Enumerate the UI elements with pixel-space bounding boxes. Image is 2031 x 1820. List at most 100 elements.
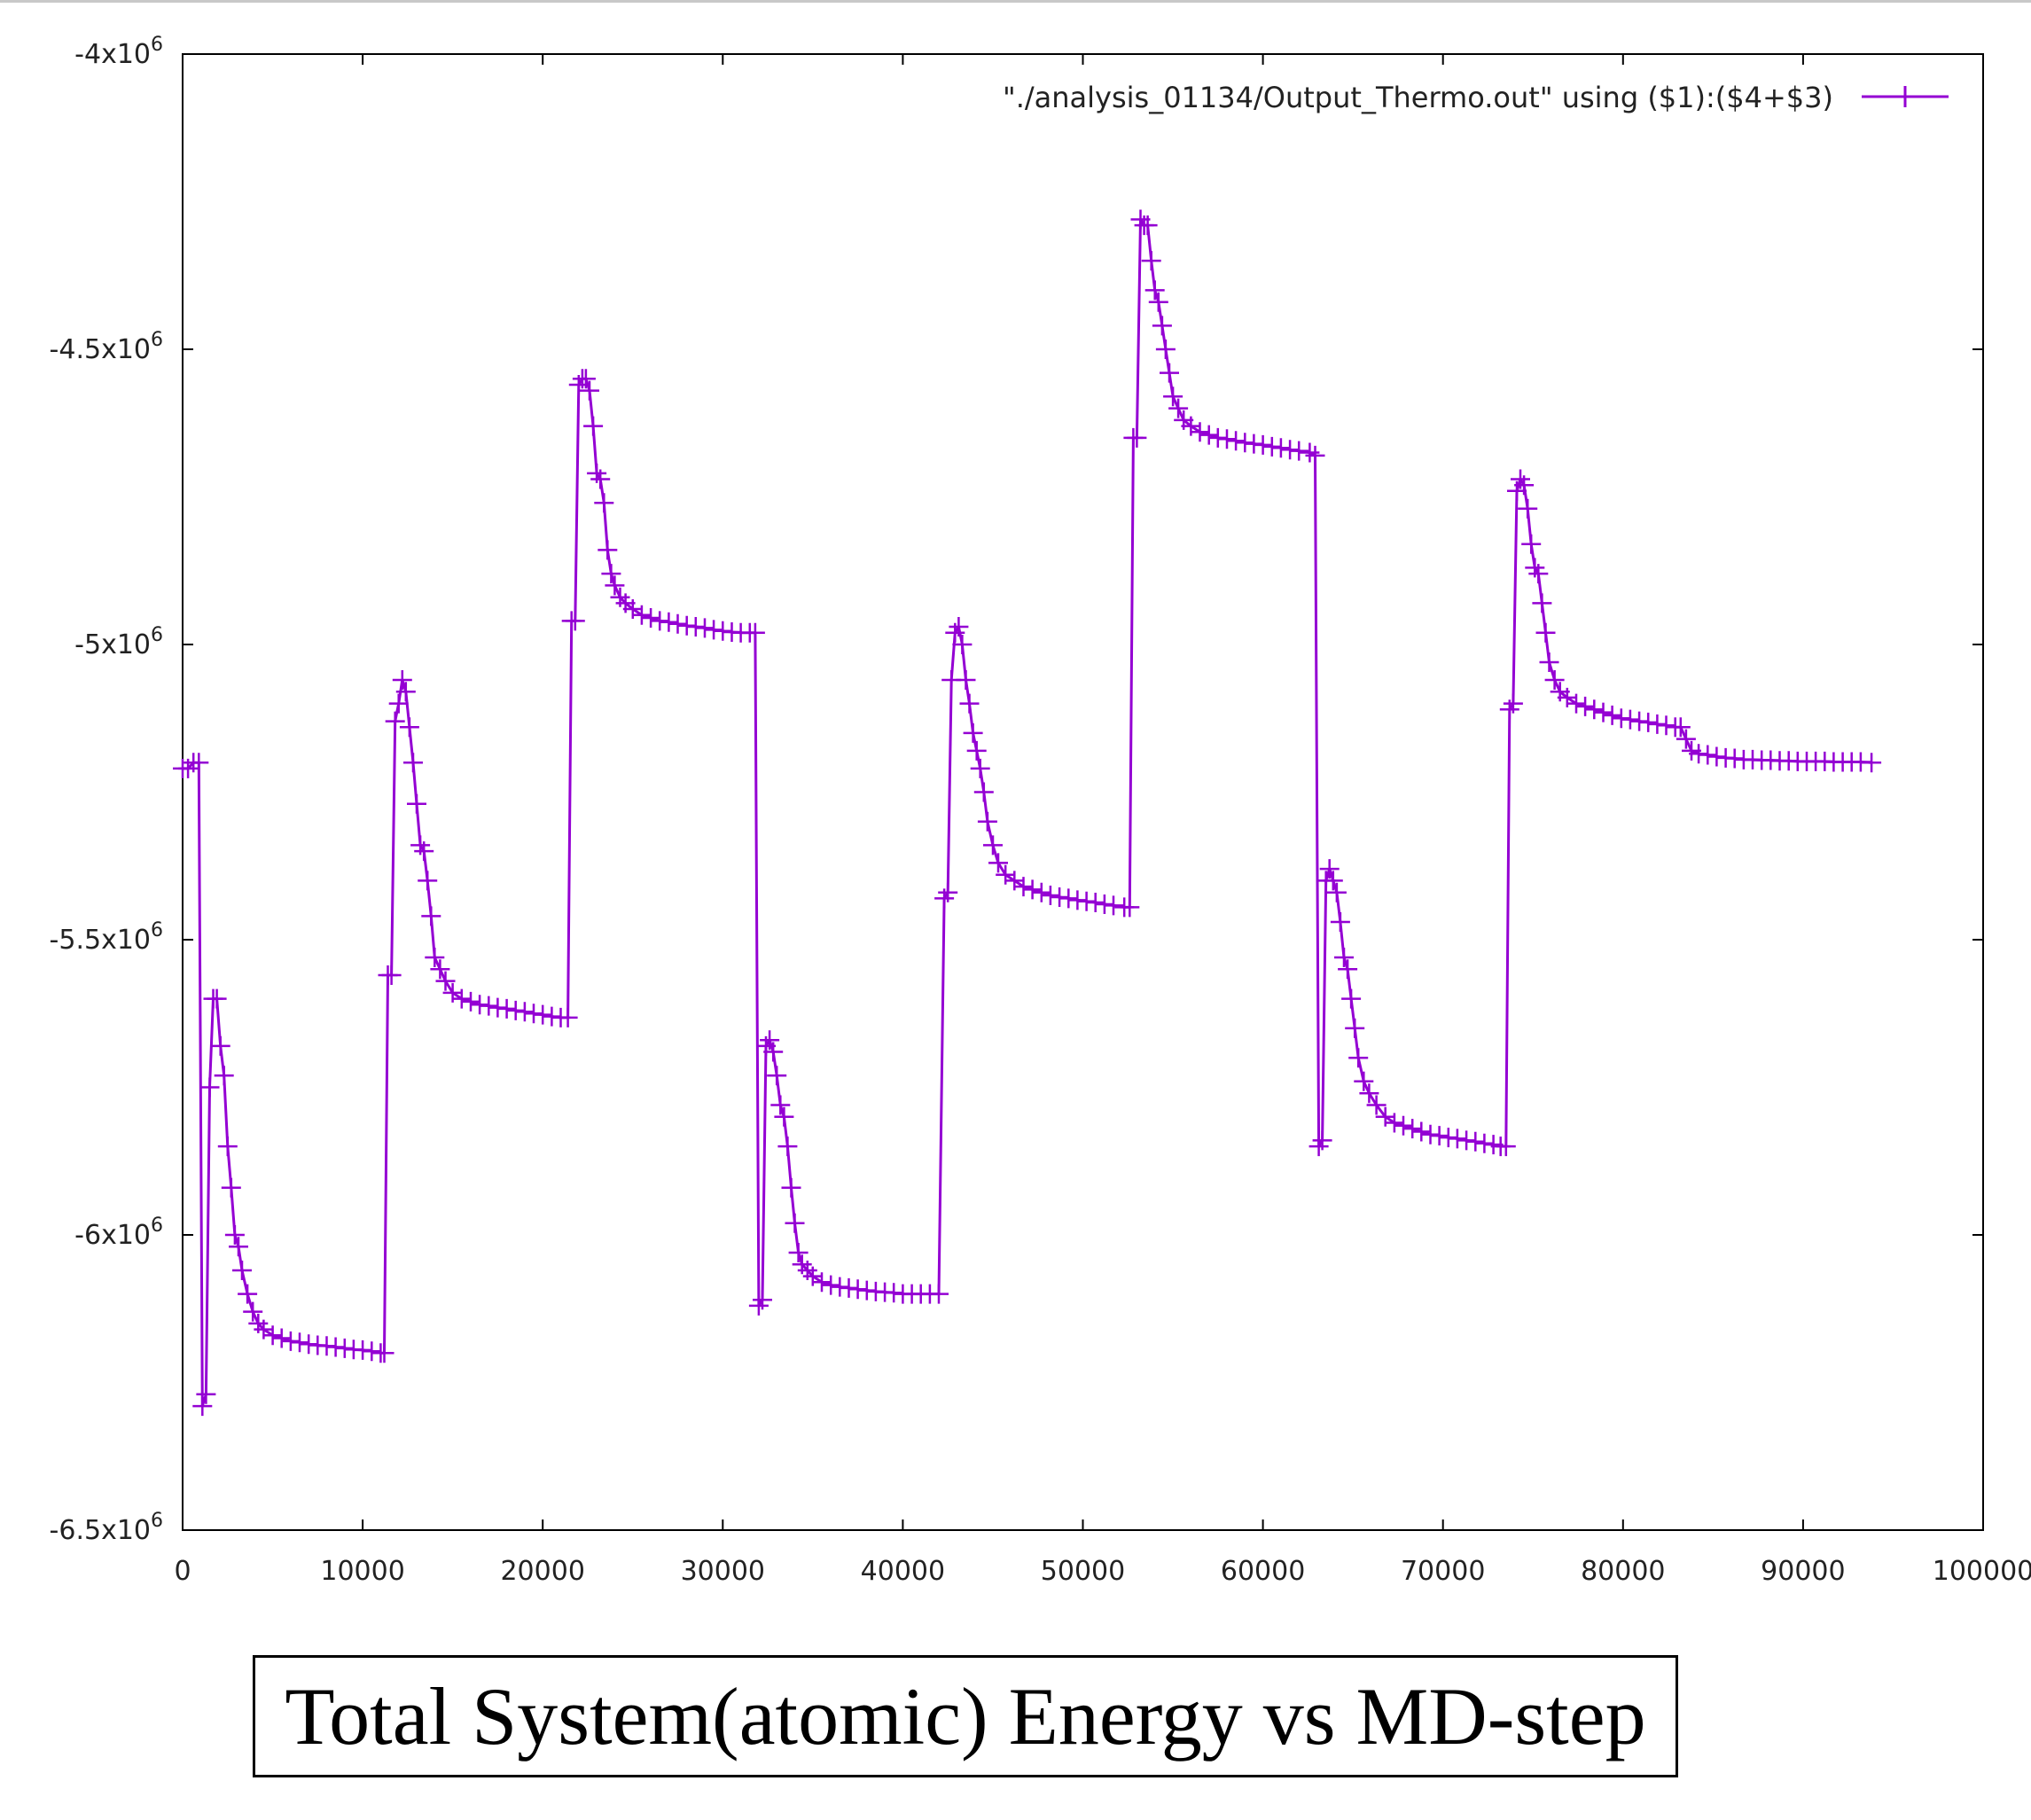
data-point-marker (1262, 436, 1282, 457)
top-rule (0, 0, 2031, 3)
data-point-marker (594, 493, 614, 513)
data-point-marker (1518, 498, 1538, 519)
data-point-marker (238, 1284, 258, 1304)
data-point-marker (451, 988, 472, 1009)
data-point-marker (199, 1077, 220, 1097)
data-point-marker (1050, 887, 1070, 907)
data-point-marker (470, 995, 490, 1015)
data-point-marker (956, 670, 976, 690)
data-point-marker (217, 1137, 238, 1157)
data-point-marker (1366, 1095, 1387, 1115)
data-point-marker (777, 1137, 798, 1157)
data-point-marker (316, 1336, 337, 1356)
data-point-marker (395, 682, 416, 702)
data-point-marker (1330, 912, 1350, 932)
data-point-marker (1338, 959, 1358, 980)
data-point-marker (1438, 1128, 1458, 1148)
data-point-marker (977, 811, 997, 832)
data-point-marker (399, 717, 419, 738)
data-point-marker (229, 1237, 248, 1257)
data-point-marker (542, 1006, 562, 1027)
y-tick-label: -5x106 (74, 624, 163, 660)
data-point-marker (760, 1030, 780, 1051)
data-point-marker (839, 1277, 859, 1298)
data-point-marker (1862, 753, 1882, 773)
data-point-marker (1127, 427, 1147, 448)
data-point-marker (496, 998, 517, 1019)
data-point-marker (1532, 593, 1552, 613)
legend-marker-sample (1894, 86, 1916, 107)
data-point-marker (1496, 1137, 1516, 1157)
data-point-marker (1447, 1129, 1467, 1149)
data-point-marker (983, 835, 1003, 855)
data-point-marker (685, 617, 706, 637)
data-point-marker (583, 416, 604, 436)
data-point-marker (290, 1332, 309, 1353)
data-point-marker (189, 753, 209, 773)
data-point-marker (1217, 429, 1237, 449)
data-point-marker (1402, 1119, 1423, 1139)
y-tick-label: -4x106 (74, 34, 163, 70)
data-point-marker (1152, 316, 1172, 336)
data-point-marker (1226, 431, 1246, 451)
data-point-marker (224, 1225, 245, 1245)
data-point-marker (1199, 425, 1219, 445)
data-point-marker (1698, 745, 1718, 765)
data-point-marker (821, 1275, 841, 1295)
data-point-marker (1689, 744, 1709, 764)
data-point-marker (362, 1341, 382, 1362)
data-point-marker (1163, 387, 1183, 407)
data-point-marker (812, 1272, 832, 1293)
data-point-marker (1457, 1130, 1477, 1151)
data-point-marker (558, 1007, 578, 1027)
data-point-marker (580, 380, 599, 401)
data-point-marker (1326, 882, 1347, 902)
data-point-marker (970, 758, 990, 778)
y-tick-label: -5.5x106 (50, 919, 163, 956)
data-point-marker (605, 575, 625, 596)
data-point-marker (973, 782, 994, 802)
data-point-marker (1620, 709, 1640, 730)
data-point-marker (785, 1213, 805, 1233)
data-point-marker (435, 971, 456, 991)
data-point-marker (1280, 440, 1301, 460)
data-point-marker (1670, 717, 1691, 738)
data-point-marker (770, 1095, 791, 1115)
data-point-marker (1040, 886, 1060, 905)
data-point-marker (1707, 746, 1727, 767)
data-point-marker (1323, 871, 1343, 891)
x-tick-label: 100000 (1933, 1556, 2031, 1587)
data-point-marker (271, 1328, 292, 1348)
data-point-marker (1094, 894, 1114, 914)
data-point-marker (1067, 890, 1088, 910)
data-point-marker (1235, 433, 1255, 453)
data-point-marker (1305, 445, 1325, 465)
data-point-marker (1656, 715, 1676, 736)
data-point-marker (963, 723, 983, 743)
data-point-marker (1465, 1131, 1486, 1152)
data-point-marker (461, 991, 480, 1012)
data-point-marker (1503, 693, 1523, 714)
data-point-marker (479, 996, 499, 1016)
data-point-marker (1148, 292, 1168, 312)
data-point-marker (207, 988, 227, 1009)
data-point-marker (1514, 475, 1535, 496)
data-point-marker (192, 1396, 213, 1417)
data-point-marker (1584, 699, 1605, 720)
data-point-marker (1144, 280, 1165, 301)
y-tick-label: -6x106 (74, 1215, 163, 1251)
data-point-marker (1638, 712, 1659, 732)
data-point-marker (392, 670, 412, 690)
data-point-marker (745, 622, 765, 643)
data-point-marker (676, 615, 697, 636)
data-point-marker (1076, 891, 1097, 911)
data-point-marker (1270, 438, 1291, 458)
data-point-marker (1022, 879, 1043, 900)
data-point-marker (763, 1042, 784, 1062)
data-point-marker (388, 693, 409, 714)
data-point-marker (781, 1177, 801, 1198)
data-point-marker (575, 369, 596, 389)
data-point-marker (788, 1243, 808, 1262)
data-point-marker (1168, 398, 1189, 418)
x-tick-label: 70000 (1401, 1556, 1485, 1587)
